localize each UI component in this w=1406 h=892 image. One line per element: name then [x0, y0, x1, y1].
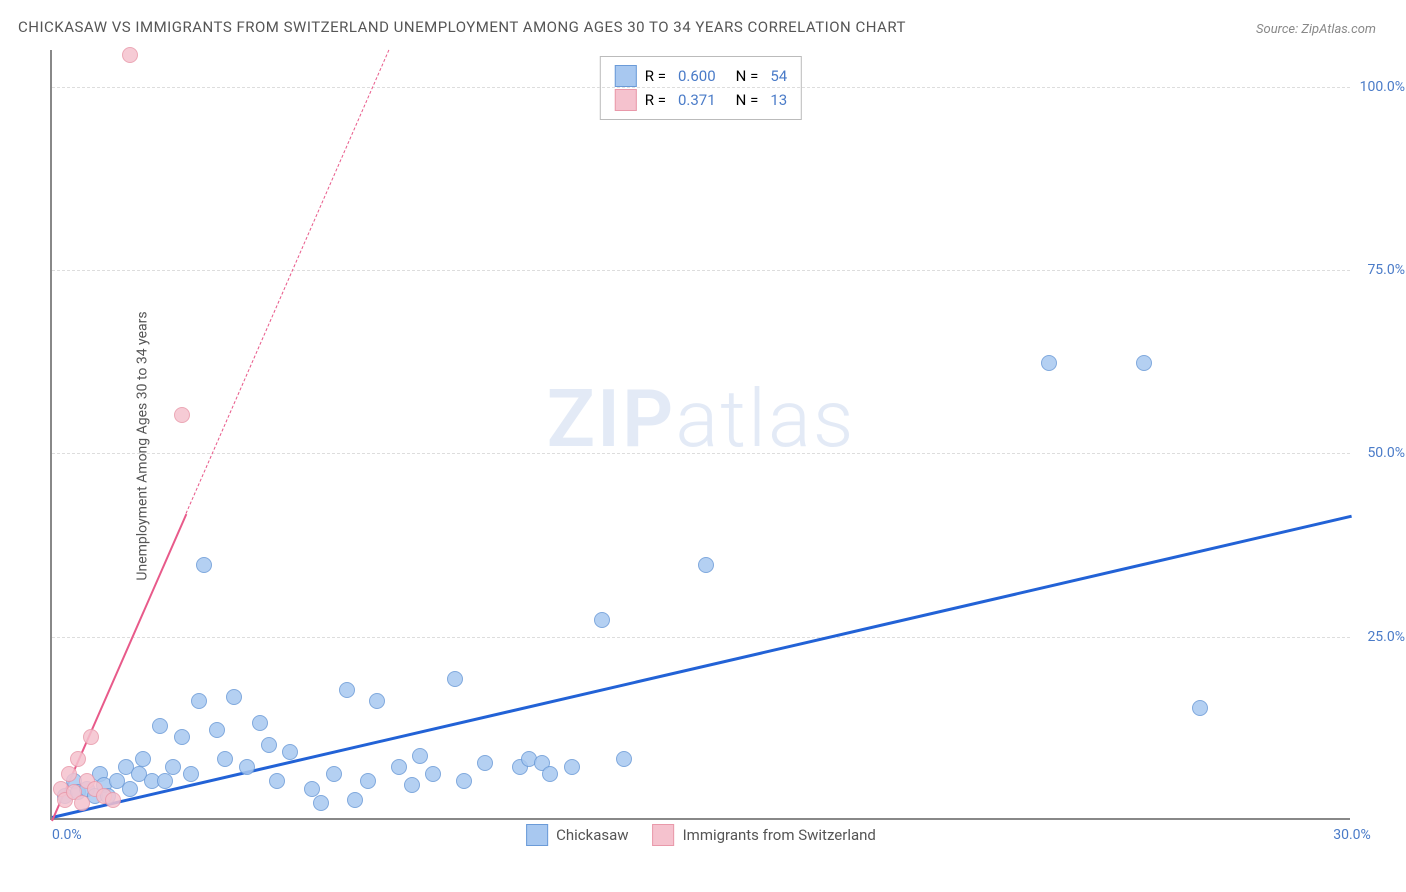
data-point — [1041, 355, 1057, 371]
data-point — [698, 557, 714, 573]
data-point — [261, 737, 277, 753]
data-point — [165, 759, 181, 775]
n-label: N = — [736, 67, 759, 85]
data-point — [447, 671, 463, 687]
data-point — [174, 407, 190, 423]
data-point — [239, 759, 255, 775]
data-point — [304, 781, 320, 797]
trend-line — [186, 50, 390, 513]
watermark: ZIPatlas — [547, 372, 856, 466]
gridline — [52, 453, 1350, 454]
legend-swatch — [653, 824, 675, 846]
data-point — [360, 773, 376, 789]
data-point — [282, 744, 298, 760]
data-point — [412, 748, 428, 764]
gridline — [52, 87, 1350, 88]
data-point — [191, 693, 207, 709]
data-point — [61, 766, 77, 782]
data-point — [135, 751, 151, 767]
data-point — [209, 722, 225, 738]
data-point — [369, 693, 385, 709]
n-value: 54 — [770, 67, 787, 85]
r-label: R = — [645, 67, 666, 85]
data-point — [269, 773, 285, 789]
data-point — [616, 751, 632, 767]
legend-item: Chickasaw — [526, 824, 628, 846]
data-point — [477, 755, 493, 771]
gridline — [52, 637, 1350, 638]
legend-swatch — [526, 824, 548, 846]
r-label: R = — [645, 91, 666, 109]
series-legend: Chickasaw Immigrants from Switzerland — [526, 824, 876, 846]
data-point — [122, 781, 138, 797]
y-tick-label: 100.0% — [1360, 79, 1405, 95]
data-point — [74, 795, 90, 811]
gridline — [52, 270, 1350, 271]
y-tick-label: 25.0% — [1367, 629, 1405, 645]
x-tick-label: 30.0% — [1333, 827, 1371, 843]
data-point — [122, 47, 138, 63]
data-point — [425, 766, 441, 782]
n-value: 13 — [770, 91, 787, 109]
r-value: 0.600 — [678, 67, 716, 85]
data-point — [456, 773, 472, 789]
data-point — [594, 612, 610, 628]
data-point — [326, 766, 342, 782]
legend-swatch — [615, 89, 637, 111]
legend-label: Chickasaw — [556, 826, 628, 844]
source-attribution: Source: ZipAtlas.com — [1256, 22, 1376, 37]
data-point — [252, 715, 268, 731]
data-point — [157, 773, 173, 789]
data-point — [183, 766, 199, 782]
legend-swatch — [615, 65, 637, 87]
data-point — [226, 689, 242, 705]
n-label: N = — [736, 91, 759, 109]
data-point — [1136, 355, 1152, 371]
legend-row: R = 0.371 N = 13 — [615, 89, 787, 111]
data-point — [339, 682, 355, 698]
data-point — [542, 766, 558, 782]
legend-row: R = 0.600 N = 54 — [615, 65, 787, 87]
y-tick-label: 75.0% — [1367, 262, 1405, 278]
r-value: 0.371 — [678, 91, 716, 109]
data-point — [105, 792, 121, 808]
data-point — [152, 718, 168, 734]
data-point — [174, 729, 190, 745]
chart-title: CHICKASAW VS IMMIGRANTS FROM SWITZERLAND… — [18, 18, 906, 36]
scatter-plot: ZIPatlas R =0.600N =54R =0.371N =13 Chic… — [50, 50, 1350, 820]
legend-item: Immigrants from Switzerland — [653, 824, 876, 846]
data-point — [70, 751, 86, 767]
correlation-legend: R = 0.600 N = 54 R = 0.371 N = 13 — [600, 56, 802, 120]
data-point — [564, 759, 580, 775]
x-tick-label: 0.0% — [52, 827, 82, 843]
legend-label: Immigrants from Switzerland — [683, 826, 876, 844]
y-tick-label: 50.0% — [1367, 445, 1405, 461]
data-point — [404, 777, 420, 793]
data-point — [391, 759, 407, 775]
data-point — [217, 751, 233, 767]
data-point — [1192, 700, 1208, 716]
data-point — [347, 792, 363, 808]
data-point — [313, 795, 329, 811]
data-point — [196, 557, 212, 573]
data-point — [83, 729, 99, 745]
